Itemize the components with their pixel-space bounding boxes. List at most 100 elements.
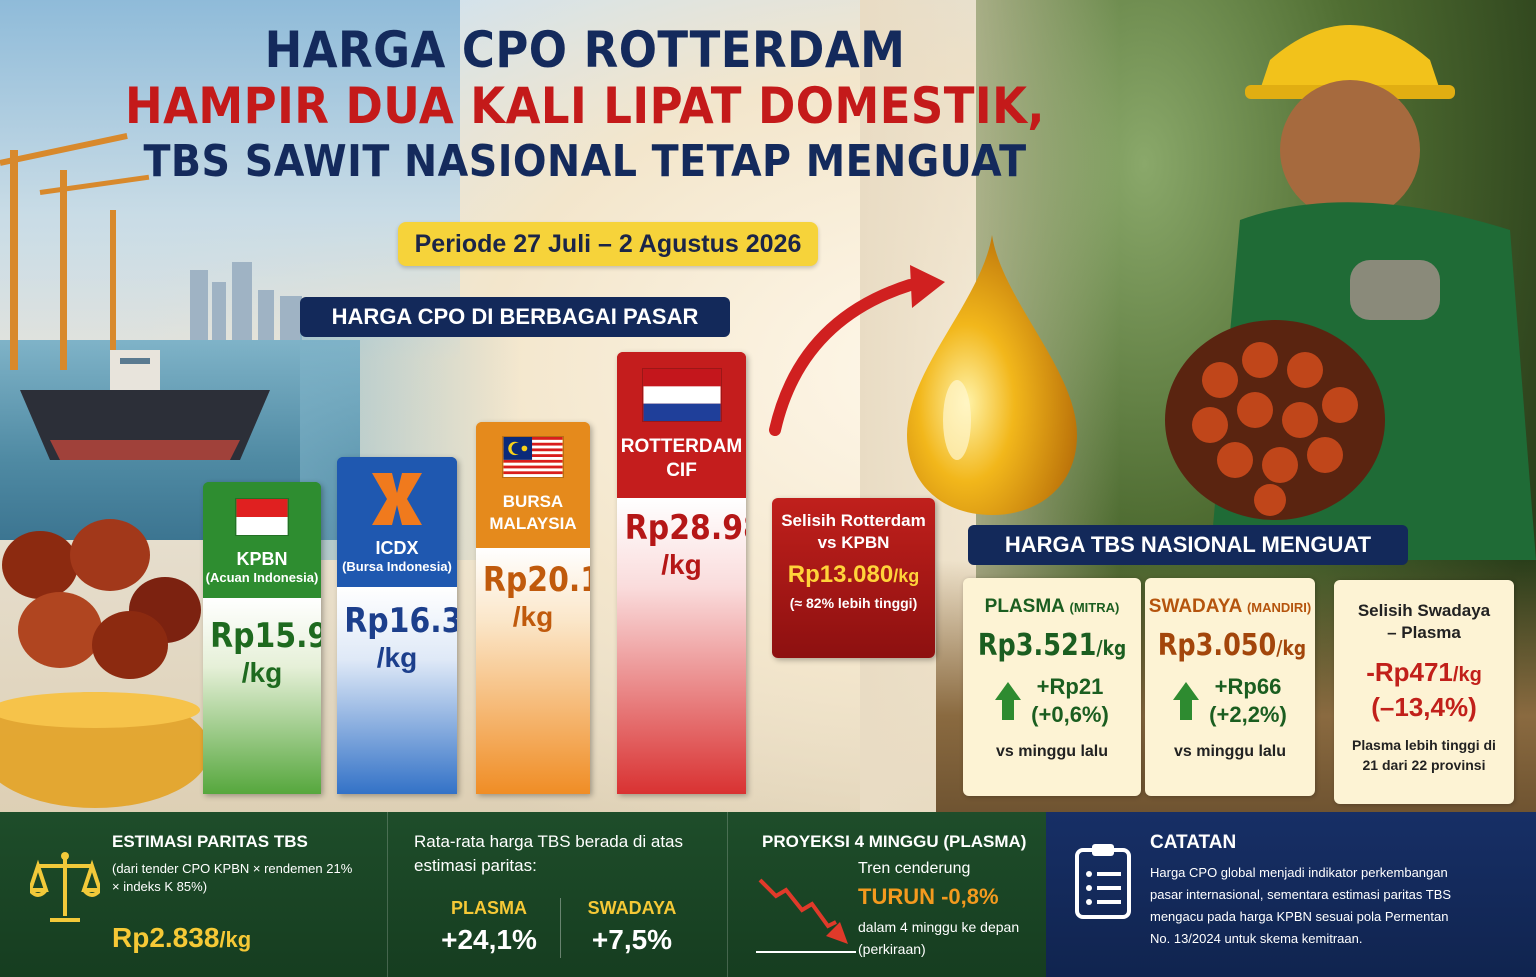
cpo-section-title: HARGA CPO DI BERBAGAI PASAR [300, 297, 730, 337]
scale-balance-icon [30, 852, 100, 922]
proyeksi-title: PROYEKSI 4 MINGGU (PLASMA) [762, 832, 1027, 851]
plasma-price: Rp3.521 [977, 628, 1097, 663]
proyeksi-panel: PROYEKSI 4 MINGGU (PLASMA) Tren cenderun… [728, 812, 1046, 977]
tbs-swadaya-card: SWADAYA (MANDIRI) Rp3.050/kg +Rp66 (+2,2… [1145, 578, 1315, 796]
plasma-unit: /kg [1096, 636, 1127, 660]
paritas-unit: /kg [219, 927, 252, 952]
netherlands-flag-icon [641, 368, 722, 422]
title-line-1: HARGA CPO ROTTERDAM [264, 21, 906, 79]
market-bar-rotterdam: ROTTERDAM CIF Rp28.980 /kg [617, 352, 746, 794]
market-sub: (Acuan Indonesia) [205, 570, 319, 585]
divider [560, 898, 561, 958]
rata-swadaya-label: SWADAYA [587, 898, 677, 918]
market-price: Rp16.355 [344, 601, 457, 641]
plasma-pct: (+0,6%) [1031, 702, 1109, 727]
market-name: ROTTERDAM [620, 436, 743, 457]
market-name: KPBN [236, 549, 288, 569]
catatan-l4: No. 13/2024 untuk skema kemitraan. [1150, 931, 1363, 946]
market-price: Rp28.980 [624, 508, 746, 548]
proyeksi-l1: Tren cenderung [858, 860, 971, 877]
oil-drop [907, 235, 1077, 515]
swadaya-label: SWADAYA [1148, 596, 1242, 617]
paritas-value: Rp2.838 [112, 922, 220, 953]
port-crane [60, 170, 67, 370]
paritas-sub-2: × indeks K 85%) [112, 879, 208, 894]
rata-rata-panel: Rata-rata harga TBS berada di atas estim… [388, 812, 728, 977]
paritas-title: ESTIMASI PARITAS TBS [112, 832, 308, 851]
selisih-note-2: 21 dari 22 provinsi [1362, 757, 1486, 773]
up-arrow-icon [995, 682, 1022, 720]
plasma-sub: (MITRA) [1069, 600, 1120, 615]
up-arrow-icon [1173, 682, 1200, 720]
diff-unit: /kg [893, 566, 920, 586]
rata-title-1: Rata-rata harga TBS berada di atas [414, 832, 684, 851]
paritas-sub-1: (dari tender CPO KPBN × rendemen 21% [112, 861, 353, 876]
title-line-3: TBS SAWIT NASIONAL TETAP MENGUAT [143, 136, 1027, 187]
rotterdam-vs-kpbn-box: Selisih Rotterdam vs KPBN Rp13.080/kg (≈… [772, 498, 935, 658]
period-badge: Periode 27 Juli – 2 Agustus 2026 [398, 222, 818, 266]
market-unit: /kg [241, 657, 283, 688]
port-crane [110, 210, 116, 370]
swadaya-pct: (+2,2%) [1209, 702, 1287, 727]
market-bar-bursa-malaysia: BURSA MALAYSIA Rp20.187 /kg [476, 422, 590, 794]
catatan-l2: pasar internasional, sementara estimasi … [1150, 887, 1452, 902]
tbs-selisih-card: Selisih Swadaya – Plasma -Rp471/kg (–13,… [1334, 580, 1514, 804]
market-unit: /kg [512, 601, 554, 632]
market-name: BURSA [502, 492, 564, 511]
proyeksi-l4: (perkiraan) [858, 941, 926, 957]
rata-title-2: estimasi paritas: [414, 856, 537, 875]
city-building [258, 290, 274, 340]
city-building [212, 282, 226, 340]
proyeksi-l3: dalam 4 minggu ke depan [858, 919, 1020, 935]
indonesia-flag-icon [235, 498, 289, 536]
market-name-2: CIF [666, 460, 697, 481]
market-sub: (Bursa Indonesia) [342, 559, 452, 574]
malaysia-flag-icon [502, 436, 564, 478]
bottom-strip: ESTIMASI PARITAS TBS (dari tender CPO KP… [0, 812, 1536, 977]
red-arrow [769, 265, 945, 436]
catatan-panel: CATATAN Harga CPO global menjadi indikat… [1046, 812, 1536, 977]
rata-plasma-value: +24,1% [441, 924, 537, 955]
swadaya-unit: /kg [1276, 636, 1306, 660]
clipboard-icon [1075, 844, 1131, 919]
tbs-section-title: HARGA TBS NASIONAL MENGUAT [968, 525, 1408, 565]
market-bar-icdx: ICDX (Bursa Indonesia) Rp16.355 /kg [337, 457, 457, 794]
cargo-ship [20, 350, 270, 460]
swadaya-change: +Rp66 [1214, 674, 1282, 699]
selisih-note-1: Plasma lebih tinggi di [1352, 737, 1496, 753]
market-name-2: MALAYSIA [489, 514, 577, 533]
city-building [280, 296, 302, 340]
market-bar-kpbn: KPBN (Acuan Indonesia) Rp15.900 /kg [203, 482, 321, 794]
plasma-label: PLASMA [984, 596, 1065, 617]
palm-fruit-bunch [1165, 320, 1385, 520]
swadaya-vs: vs minggu lalu [1173, 743, 1286, 760]
title-line-2: HAMPIR DUA KALI LIPAT DOMESTIK, [125, 77, 1045, 135]
proyeksi-l2: TURUN -0,8% [858, 884, 999, 909]
diff-title: Selisih Rotterdam vs KPBN [781, 511, 926, 552]
selisih-value: -Rp471 [1366, 657, 1453, 687]
market-unit: /kg [376, 642, 418, 673]
swadaya-sub: (MANDIRI) [1246, 600, 1312, 615]
swadaya-price: Rp3.050 [1157, 628, 1277, 663]
market-name: ICDX [375, 538, 419, 558]
diff-value: Rp13.080 [787, 561, 894, 588]
rata-swadaya-value: +7,5% [591, 924, 673, 955]
selisih-pct: (–13,4%) [1371, 692, 1477, 722]
tbs-plasma-card: PLASMA (MITRA) Rp3.521/kg +Rp21 (+0,6%) … [963, 578, 1141, 796]
plasma-vs: vs minggu lalu [995, 743, 1108, 760]
paritas-panel: ESTIMASI PARITAS TBS (dari tender CPO KP… [0, 812, 388, 977]
city-building [190, 270, 208, 340]
selisih-title-2: – Plasma [1387, 623, 1461, 642]
catatan-l3: mengacu pada harga KPBN sesuai pola Perm… [1150, 909, 1449, 924]
header: HARGA CPO ROTTERDAM HAMPIR DUA KALI LIPA… [0, 22, 1170, 190]
market-price: Rp15.900 [210, 616, 321, 656]
rata-plasma-label: PLASMA [451, 898, 527, 918]
plasma-change: +Rp21 [1036, 674, 1104, 699]
diff-note: (≈ 82% lebih tinggi) [789, 595, 918, 611]
city-building [232, 262, 252, 340]
palm-fruits-and-oil-bowl [0, 519, 210, 808]
catatan-title: CATATAN [1150, 832, 1237, 853]
down-trend-icon [756, 878, 856, 953]
market-price: Rp20.187 [482, 560, 590, 600]
selisih-unit: /kg [1452, 664, 1482, 686]
